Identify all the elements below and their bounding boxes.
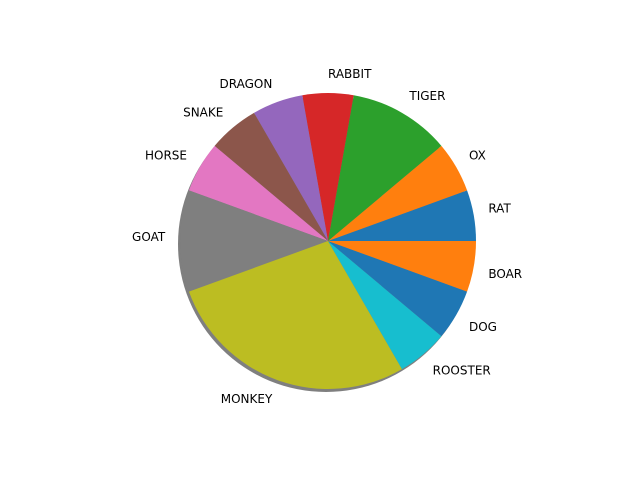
pie-slice-goat bbox=[180, 190, 328, 292]
pie-slice-rat bbox=[328, 190, 476, 241]
pie-slice-rooster bbox=[328, 241, 442, 370]
pie-label-monkey: MONKEY bbox=[221, 392, 273, 406]
pie-slice-boar bbox=[328, 241, 476, 292]
pie-label-rabbit: RABBIT bbox=[328, 67, 372, 81]
pie-label-rat: RAT bbox=[488, 202, 511, 216]
pie-label-snake: SNAKE bbox=[183, 105, 223, 119]
pie-slices bbox=[180, 93, 476, 389]
pie-slice-ox bbox=[328, 145, 468, 241]
pie-label-rooster: ROOSTER bbox=[433, 364, 491, 378]
pie-slice-tiger bbox=[328, 95, 442, 242]
pie-slice-horse bbox=[188, 145, 328, 241]
pie-label-dragon: DRAGON bbox=[220, 77, 273, 91]
pie-labels: RAT OX TIGER RABBIT DRAGON SNAKE HORSE GOAT MONK… bbox=[132, 67, 522, 406]
pie-label-horse: HORSE bbox=[145, 149, 187, 163]
pie-label-dog: DOG bbox=[469, 320, 497, 334]
pie-slice-dog bbox=[328, 241, 468, 337]
pie-label-boar: BOAR bbox=[488, 267, 522, 281]
pie-label-tiger: TIGER bbox=[408, 89, 445, 103]
pie-label-ox: OX bbox=[469, 149, 486, 163]
pie-slice-monkey bbox=[188, 241, 402, 389]
pie-slice-dragon bbox=[254, 95, 328, 242]
pie-slice-rabbit bbox=[302, 93, 354, 242]
pie-slice-snake bbox=[214, 112, 328, 241]
pie-label-goat: GOAT bbox=[132, 230, 166, 244]
